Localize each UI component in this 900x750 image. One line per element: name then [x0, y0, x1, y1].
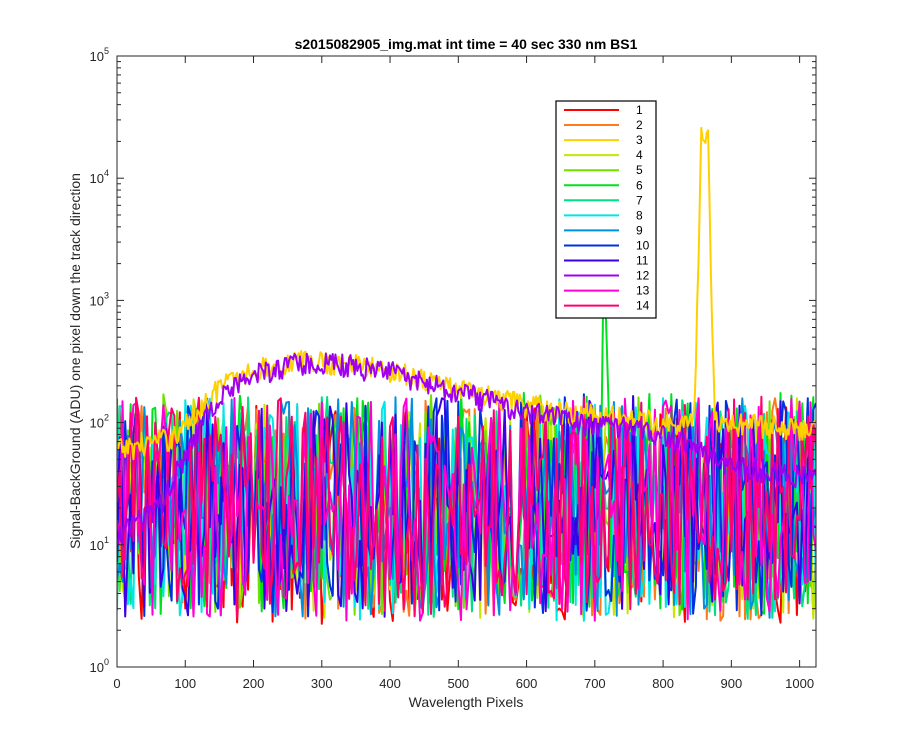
- series-line-12: [117, 352, 816, 546]
- y-tick-label: 102: [90, 413, 109, 431]
- legend-label-2: 2: [636, 118, 643, 132]
- legend-label-11: 11: [636, 254, 649, 268]
- x-tick-label: 700: [584, 676, 606, 691]
- y-tick-label: 101: [90, 535, 109, 553]
- legend-label-7: 7: [636, 193, 643, 207]
- series-line-14: [117, 395, 816, 619]
- x-tick-label: 200: [243, 676, 265, 691]
- legend-label-1: 1: [636, 103, 643, 117]
- chart-title: s2015082905_img.mat int time = 40 sec 33…: [295, 36, 638, 52]
- x-tick-label: 600: [516, 676, 538, 691]
- x-tick-label: 800: [652, 676, 674, 691]
- series-layer: [117, 126, 816, 625]
- x-tick-label: 900: [721, 676, 743, 691]
- y-tick-label: 104: [90, 168, 109, 186]
- x-tick-label: 100: [174, 676, 196, 691]
- legend-label-8: 8: [636, 208, 643, 222]
- axes-layer: 0 100 200 300 400 500 600 700 800 900 100010010110…: [90, 46, 817, 691]
- x-axis-title: Wavelength Pixels: [409, 694, 524, 710]
- legend-label-4: 4: [636, 148, 643, 162]
- legend-label-3: 3: [636, 133, 643, 147]
- y-tick-label: 105: [90, 46, 109, 64]
- x-tick-label: 300: [311, 676, 333, 691]
- legend-label-9: 9: [636, 223, 643, 237]
- y-tick-label: 100: [90, 657, 109, 675]
- legend-label-5: 5: [636, 163, 643, 177]
- x-tick-label: 1000: [785, 676, 814, 691]
- series-line-13: [117, 397, 816, 622]
- legend-label-10: 10: [636, 238, 650, 252]
- legend-label-12: 12: [636, 269, 650, 283]
- legend-label-6: 6: [636, 178, 643, 192]
- x-tick-label: 400: [379, 676, 401, 691]
- series-line-3: [117, 126, 816, 461]
- legend-label-13: 13: [636, 284, 650, 298]
- y-axis-title: Signal-BackGround (ADU) one pixel down t…: [67, 173, 83, 549]
- y-tick-label: 103: [90, 290, 109, 308]
- x-tick-label: 0: [113, 676, 120, 691]
- legend-box: [555, 100, 657, 319]
- x-tick-label: 500: [447, 676, 469, 691]
- legend-label-14: 14: [636, 299, 650, 313]
- axes-box: [116, 55, 817, 668]
